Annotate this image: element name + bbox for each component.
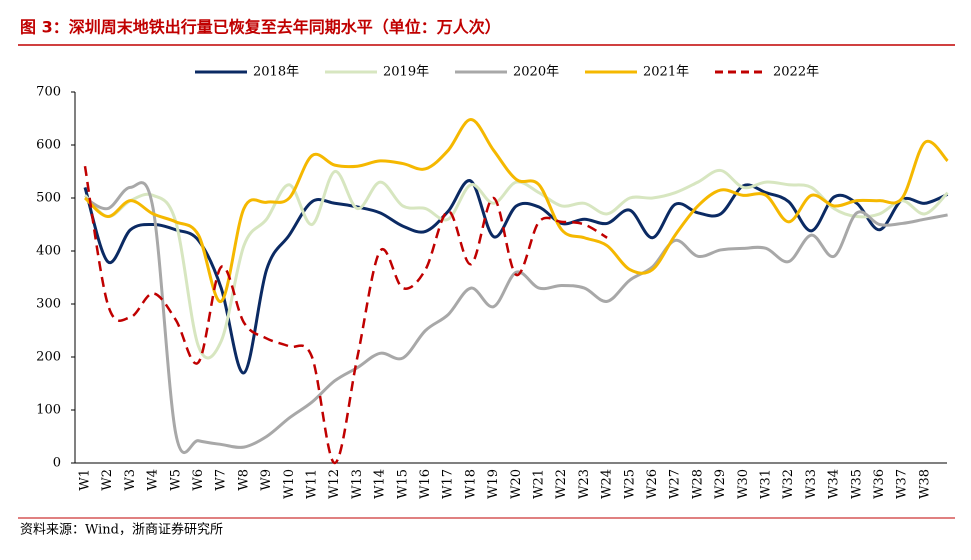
legend-label: 2019年	[383, 65, 429, 80]
x-tick-label: W11	[305, 469, 320, 499]
x-tick-label: W2	[100, 469, 115, 491]
x-tick-label: W34	[827, 469, 842, 499]
x-tick-label: W9	[259, 469, 274, 491]
y-tick-label: 400	[36, 244, 61, 259]
legend-label: 2020年	[513, 65, 559, 80]
x-tick-label: W15	[395, 469, 410, 499]
x-tick-label: W3	[123, 469, 138, 491]
x-tick-label: W26	[645, 469, 660, 499]
legend-label: 2021年	[643, 65, 689, 80]
series-line	[84, 181, 948, 454]
source: 资料来源：Wind，浙商证券研究所	[20, 522, 223, 538]
x-tick-label: W8	[236, 469, 251, 491]
legend-label: 2022年	[773, 65, 819, 80]
x-tick-label: W27	[668, 469, 683, 499]
x-tick-label: W31	[759, 469, 774, 499]
x-tick-label: W20	[509, 469, 524, 499]
x-tick-label: W18	[463, 469, 478, 499]
x-tick-label: W6	[191, 469, 206, 491]
x-tick-label: W24	[600, 469, 615, 499]
x-tick-label: W22	[554, 469, 569, 499]
x-tick-label: W25	[622, 469, 637, 499]
x-tick-label: W16	[418, 469, 433, 499]
x-tick-label: W13	[350, 469, 365, 499]
series-line	[83, 168, 949, 360]
x-tick-label: W21	[532, 469, 547, 499]
y-tick-label: 0	[53, 456, 61, 471]
x-tick-label: W10	[282, 469, 297, 499]
x-tick-label: W33	[804, 469, 819, 499]
x-tick-label: W19	[486, 469, 501, 499]
x-tick-label: W32	[781, 469, 796, 499]
x-tick-label: W4	[146, 469, 161, 491]
x-tick-label: W5	[168, 469, 183, 491]
y-tick-label: 100	[36, 403, 61, 418]
x-tick-label: W23	[577, 469, 592, 499]
legend-label: 2018年	[253, 65, 299, 80]
x-tick-label: W38	[917, 469, 932, 499]
y-tick-label: 700	[36, 85, 61, 100]
y-tick-label: 500	[36, 191, 61, 206]
chart-title: 图 3：深圳周末地铁出行量已恢复至去年同期水平（单位：万人次）	[20, 18, 501, 37]
x-tick-label: W12	[327, 469, 342, 499]
x-tick-label: W17	[441, 469, 456, 499]
x-tick-label: W36	[872, 469, 887, 499]
y-tick-label: 200	[36, 350, 61, 365]
y-tick-label: 600	[36, 138, 61, 153]
x-tick-label: W35	[849, 469, 864, 499]
series-line	[83, 179, 949, 375]
x-tick-label: W14	[373, 469, 388, 499]
series-line	[83, 165, 608, 465]
x-tick-label: W29	[713, 469, 728, 499]
x-tick-label: W37	[895, 469, 910, 499]
x-tick-label: W7	[214, 469, 229, 491]
x-tick-label: W1	[78, 469, 93, 491]
x-tick-label: W30	[736, 469, 751, 499]
y-tick-label: 300	[36, 297, 61, 312]
series-line	[83, 118, 949, 303]
x-tick-label: W28	[690, 469, 705, 499]
